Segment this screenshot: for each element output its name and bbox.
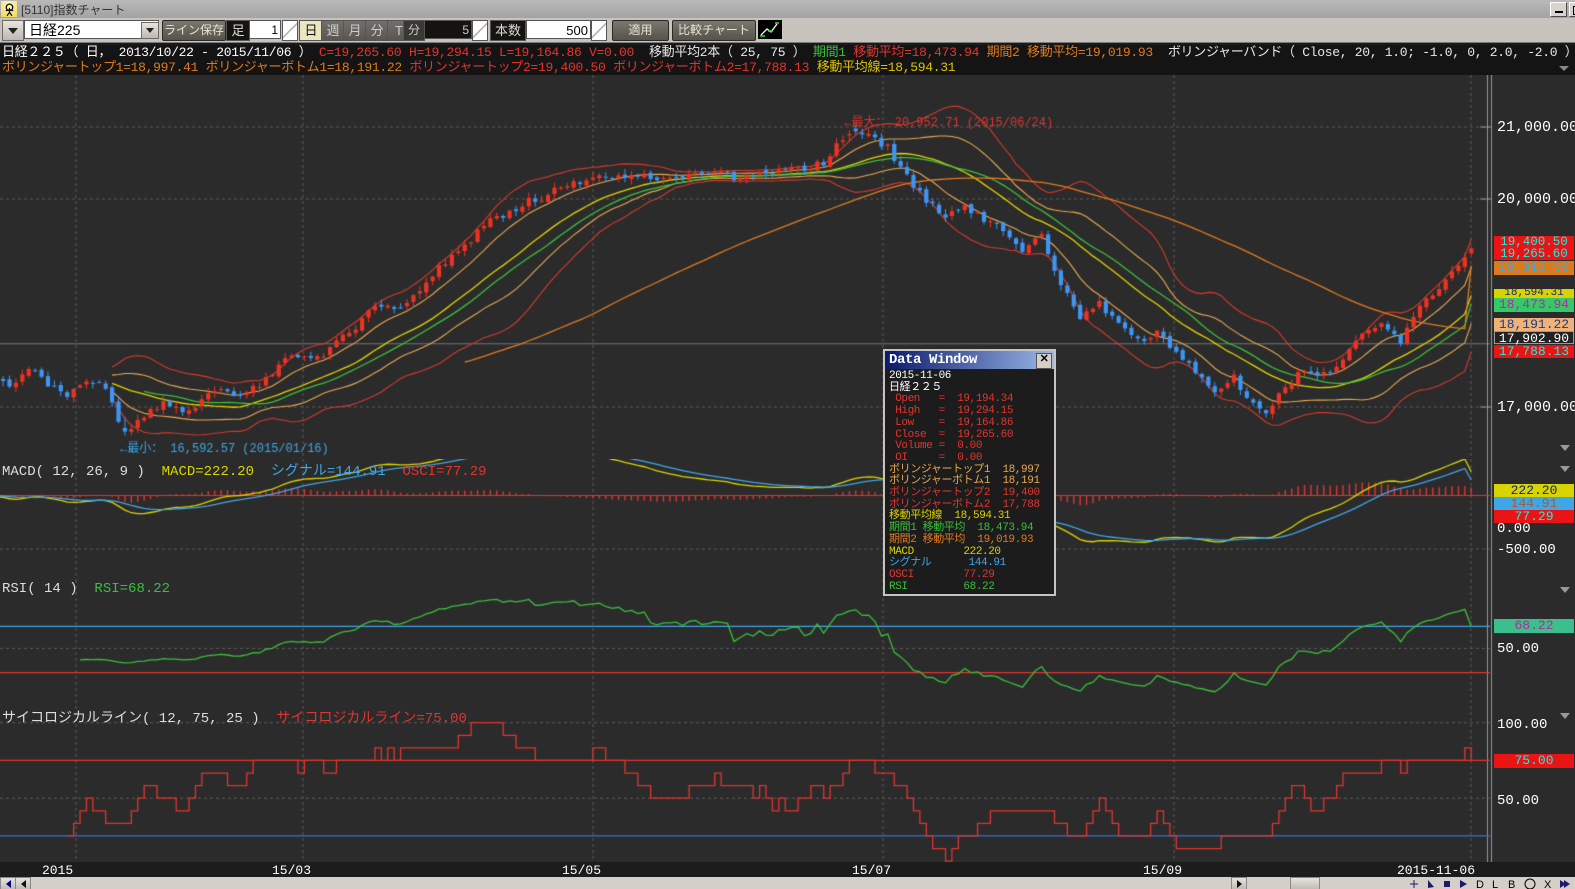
svg-text:L: L [1492,879,1498,889]
svg-text:D: D [1476,879,1484,889]
svg-text:X: X [1544,879,1552,889]
svg-text:B: B [1508,879,1515,889]
